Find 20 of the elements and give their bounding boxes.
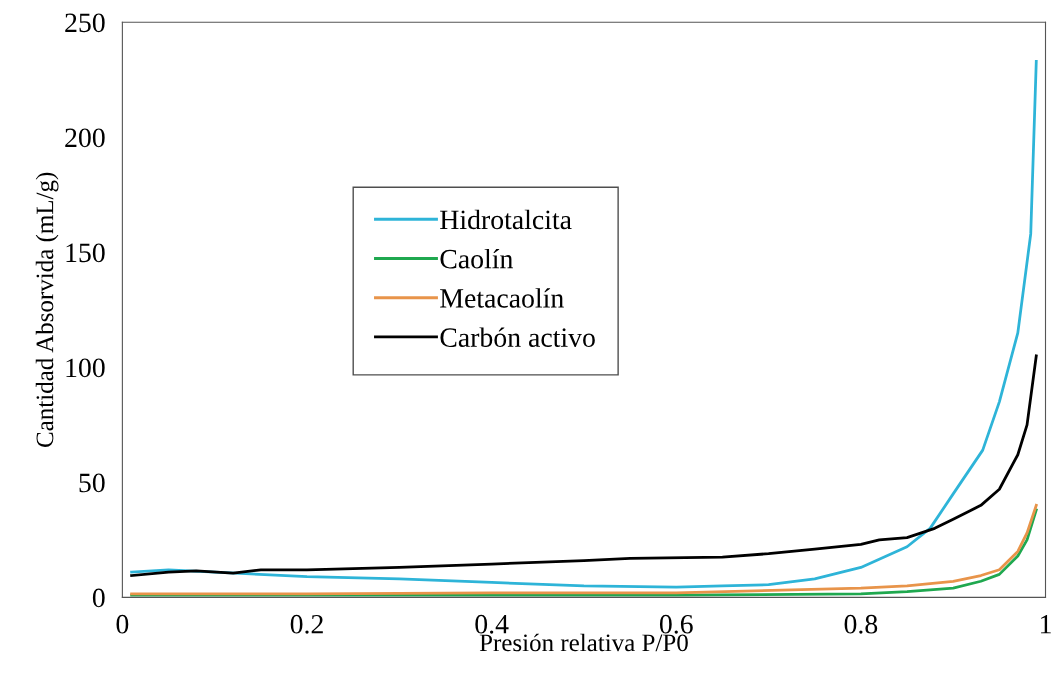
x-tick-label: 0.6 [659, 614, 693, 634]
y-tick-label: 200 [65, 128, 105, 148]
y-tick-label: 150 [66, 243, 105, 263]
y-tick-label: 250 [65, 13, 105, 33]
x-axis-title: Presión relativa P/P0 [479, 633, 688, 652]
x-tick-label: 0 [116, 614, 129, 634]
legend-label: Metacaolín [440, 288, 564, 308]
y-tick-label: 50 [79, 473, 105, 493]
legend-label: Caolín [440, 248, 513, 269]
y-axis-title: Cantidad Absorvida (mL/g) [35, 172, 59, 447]
legend-label: Hidrotalcita [440, 209, 572, 230]
y-tick-label: 0 [92, 588, 105, 608]
line-series [130, 354, 1038, 577]
x-tick-label: 1 [1041, 614, 1051, 634]
x-tick-label: 0.4 [475, 614, 509, 634]
x-tick-label: 0.8 [844, 614, 878, 634]
x-tick-label: 0.2 [290, 614, 323, 634]
y-tick-label: 100 [66, 358, 105, 378]
legend-label: Carbón activo [440, 327, 595, 347]
line-series [130, 59, 1038, 589]
